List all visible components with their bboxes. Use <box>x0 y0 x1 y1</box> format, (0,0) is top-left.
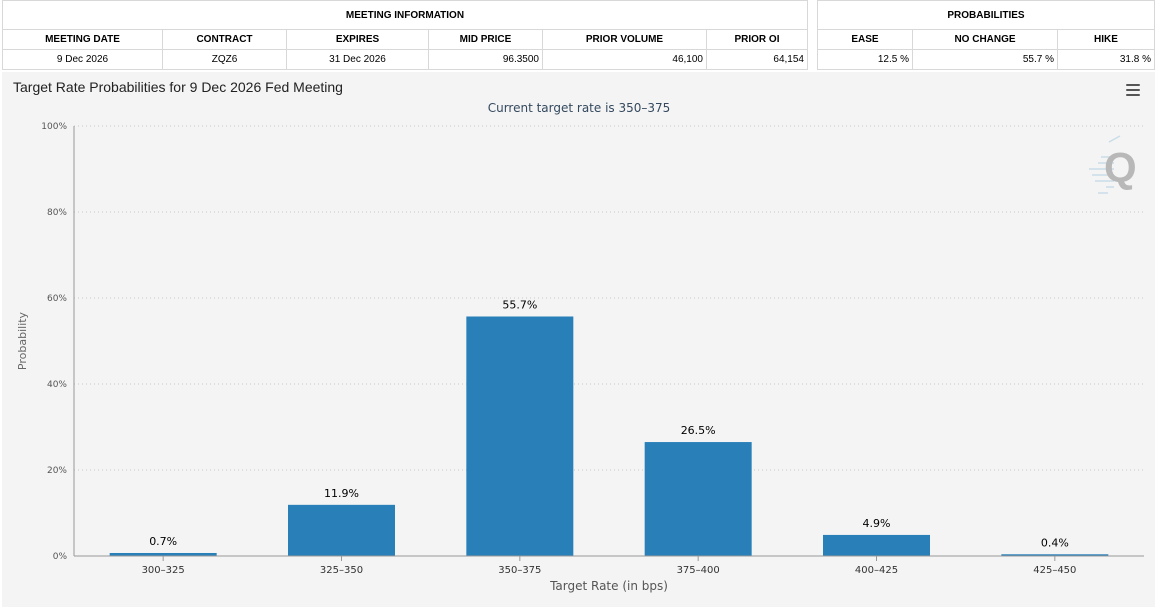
contract-value: ZQZ6 <box>162 49 287 70</box>
col-meeting-date: MEETING DATE <box>2 29 163 50</box>
bar <box>109 552 217 556</box>
y-tick-label: 40% <box>47 380 67 390</box>
bar <box>288 504 395 556</box>
chart-subtitle: Current target rate is 350–375 <box>488 101 671 115</box>
bar-data-label: 0.7% <box>149 535 177 548</box>
y-tick-label: 0% <box>53 552 68 562</box>
chart-title: Target Rate Probabilities for 9 Dec 2026… <box>13 79 343 95</box>
bar-data-label: 26.5% <box>681 424 716 437</box>
bar <box>644 442 752 556</box>
bar-data-label: 55.7% <box>502 298 537 311</box>
col-expires: EXPIRES <box>286 29 429 50</box>
chart-panel: Target Rate Probabilities for 9 Dec 2026… <box>2 72 1155 607</box>
probability-chart: Q 0% 20% 40% 60% 80% 100% 0.7% 11.9% 55.7% 26.5%… <box>16 101 1144 593</box>
col-contract: CONTRACT <box>162 29 287 50</box>
prior-oi-value: 64,154 <box>706 49 808 70</box>
meeting-information-table: MEETING INFORMATION MEETING DATE CONTRAC… <box>2 0 808 70</box>
y-tick-label: 80% <box>47 208 67 218</box>
hike-value: 31.8 % <box>1057 49 1155 70</box>
probabilities-header: PROBABILITIES <box>817 0 1155 30</box>
gridlines <box>74 125 1144 471</box>
col-mid-price: MID PRICE <box>428 29 543 50</box>
x-tick-label: 400–425 <box>855 565 898 576</box>
bar-data-label: 11.9% <box>324 487 359 500</box>
table-row: 9 Dec 2026 ZQZ6 31 Dec 2026 96.3500 46,1… <box>2 49 808 70</box>
bar <box>823 534 930 556</box>
col-hike: HIKE <box>1057 29 1155 50</box>
x-tick-label: 300–325 <box>142 565 185 576</box>
bar-data-label: 0.4% <box>1041 536 1069 549</box>
x-axis-tick-labels: 300–325 325–350 350–375 375–400 400–425 425–4… <box>142 556 1076 576</box>
y-tick-label: 60% <box>47 294 67 304</box>
x-axis-label: Target Rate (in bps) <box>549 579 668 593</box>
col-no-change: NO CHANGE <box>912 29 1058 50</box>
y-tick-label: 20% <box>47 466 67 476</box>
meeting-information-header: MEETING INFORMATION <box>2 0 808 30</box>
meeting-date-value: 9 Dec 2026 <box>2 49 163 70</box>
bar <box>1001 554 1109 556</box>
y-axis-label: Probability <box>16 311 29 370</box>
probabilities-table: PROBABILITIES EASE NO CHANGE HIKE 12.5 %… <box>817 0 1155 70</box>
q-logo-icon: Q <box>1089 135 1137 194</box>
col-prior-volume: PRIOR VOLUME <box>542 29 707 50</box>
bar <box>466 316 574 556</box>
svg-text:Q: Q <box>1104 144 1137 191</box>
bar-data-label: 4.9% <box>863 517 891 530</box>
bars <box>109 316 1109 556</box>
prior-volume-value: 46,100 <box>542 49 707 70</box>
table-row: 12.5 % 55.7 % 31.8 % <box>817 49 1155 70</box>
x-tick-label: 325–350 <box>320 565 363 576</box>
y-axis-tick-labels: 0% 20% 40% 60% 80% 100% <box>41 122 67 562</box>
col-ease: EASE <box>817 29 913 50</box>
bar-data-labels: 0.7% 11.9% 55.7% 26.5% 4.9% 0.4% <box>149 298 1069 549</box>
ease-value: 12.5 % <box>817 49 913 70</box>
x-tick-label: 350–375 <box>498 565 541 576</box>
hamburger-menu-icon[interactable] <box>1126 84 1140 96</box>
x-tick-label: 425–450 <box>1033 565 1076 576</box>
mid-price-value: 96.3500 <box>428 49 543 70</box>
y-tick-label: 100% <box>41 122 67 132</box>
no-change-value: 55.7 % <box>912 49 1058 70</box>
expires-value: 31 Dec 2026 <box>286 49 429 70</box>
col-prior-oi: PRIOR OI <box>706 29 808 50</box>
x-tick-label: 375–400 <box>677 565 720 576</box>
